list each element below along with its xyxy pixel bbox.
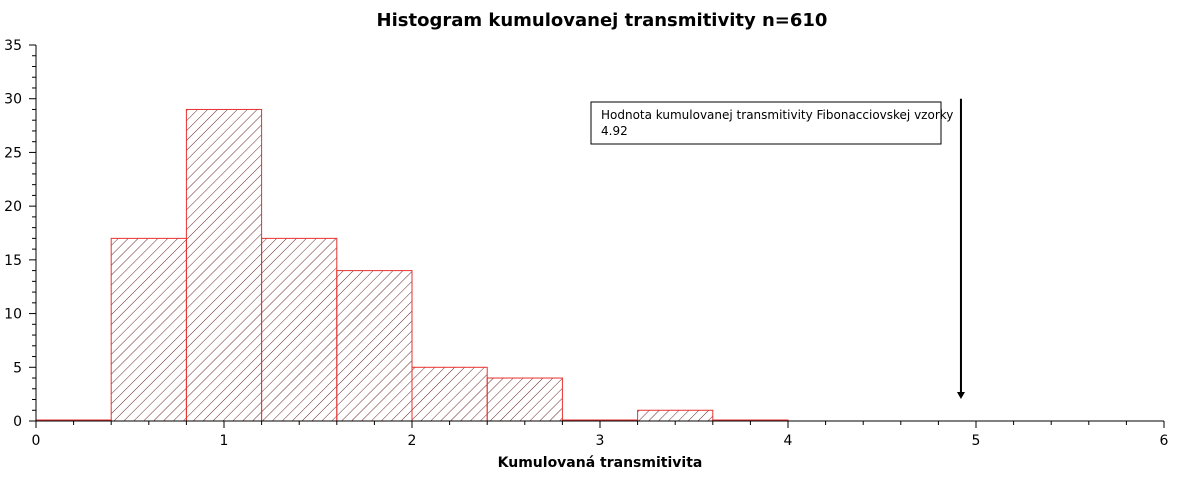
histogram-bar-3 — [261, 237, 338, 422]
annotation-value: 4.92 — [601, 124, 628, 138]
annotation-box — [590, 101, 942, 145]
x-axis-label: Kumulovaná transmitivita — [498, 455, 703, 471]
y-tick-label: 0 — [13, 414, 22, 430]
tick-marks: 0 1 2 3 4 5 6 0 5 10 15 20 25 30 35 — [4, 38, 1168, 449]
chart-title: Histogram kumulovanej transmitivity n=61… — [377, 10, 828, 31]
annotation-label: Hodnota kumulovanej transmitivity Fibona… — [601, 108, 953, 122]
annotation-arrow-head — [956, 392, 965, 399]
y-tick-label: 10 — [4, 307, 22, 323]
y-tick-label: 20 — [4, 199, 22, 215]
x-tick-label: 6 — [1160, 433, 1169, 449]
histogram-bar-4 — [336, 270, 413, 422]
histogram-bars — [35, 108, 789, 422]
y-tick-label: 35 — [4, 38, 22, 54]
y-tick-label: 5 — [13, 360, 22, 376]
y-tick-label: 25 — [4, 145, 22, 161]
x-tick-label: 0 — [32, 433, 41, 449]
x-tick-label: 1 — [220, 433, 229, 449]
histogram-bar-5 — [411, 366, 488, 422]
y-tick-label: 30 — [4, 92, 22, 108]
x-tick-label: 5 — [972, 433, 981, 449]
histogram-bar-1 — [110, 237, 187, 422]
x-tick-label: 4 — [784, 433, 793, 449]
annotation: Hodnota kumulovanej transmitivity Fibona… — [590, 98, 965, 399]
histogram-bar-6 — [486, 377, 563, 422]
x-tick-label: 2 — [408, 433, 417, 449]
y-tick-label: 15 — [4, 253, 22, 269]
x-tick-label: 3 — [596, 433, 605, 449]
histogram-bar-2 — [185, 108, 263, 422]
histogram-bar-8 — [637, 409, 714, 422]
